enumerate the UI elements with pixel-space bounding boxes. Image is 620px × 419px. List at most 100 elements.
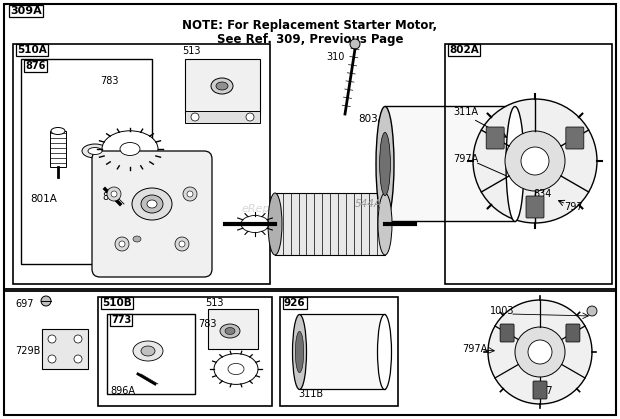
Ellipse shape [120, 142, 140, 155]
Circle shape [179, 241, 185, 247]
Circle shape [183, 187, 197, 201]
Text: 309A: 309A [10, 6, 42, 16]
Text: 834: 834 [533, 189, 551, 199]
FancyBboxPatch shape [486, 127, 504, 149]
Ellipse shape [102, 131, 158, 167]
Ellipse shape [268, 193, 282, 255]
FancyBboxPatch shape [92, 151, 212, 277]
Ellipse shape [214, 354, 258, 384]
Text: 896A: 896A [110, 386, 135, 396]
Bar [185, 59, 260, 114]
Circle shape [505, 131, 565, 191]
Circle shape [41, 296, 51, 306]
Circle shape [115, 237, 129, 251]
Circle shape [528, 340, 552, 364]
Ellipse shape [220, 324, 240, 338]
Text: 697: 697 [15, 299, 33, 309]
Text: 896: 896 [102, 192, 120, 202]
Text: 1003: 1003 [490, 306, 515, 316]
Bar [98, 297, 272, 406]
Text: 797A: 797A [462, 344, 487, 354]
Text: eReplacementParts.com: eReplacementParts.com [242, 204, 378, 214]
Text: 803A: 803A [358, 114, 385, 124]
Text: 783: 783 [100, 76, 118, 86]
Circle shape [48, 355, 56, 363]
Bar [107, 314, 195, 394]
FancyBboxPatch shape [533, 381, 547, 399]
Circle shape [175, 237, 189, 251]
Circle shape [107, 187, 121, 201]
Text: 773: 773 [111, 315, 131, 325]
Circle shape [515, 327, 565, 377]
Circle shape [74, 335, 82, 343]
Text: 729B: 729B [15, 346, 40, 356]
Circle shape [587, 306, 597, 316]
Ellipse shape [133, 236, 141, 242]
Text: 510B: 510B [102, 298, 131, 308]
Text: 513: 513 [182, 46, 200, 56]
Circle shape [48, 335, 56, 343]
FancyBboxPatch shape [500, 324, 514, 342]
Text: 510A: 510A [17, 45, 46, 55]
Text: 801A: 801A [30, 194, 57, 204]
Bar [275, 193, 385, 255]
Circle shape [350, 39, 360, 49]
Ellipse shape [51, 127, 65, 134]
Ellipse shape [506, 106, 524, 222]
Circle shape [246, 113, 254, 121]
Ellipse shape [88, 147, 102, 155]
Text: See Ref. 309, Previous Page: See Ref. 309, Previous Page [217, 34, 403, 47]
Bar [385, 106, 515, 222]
Text: 797: 797 [564, 202, 583, 212]
Ellipse shape [293, 315, 306, 390]
Text: 311A: 311A [453, 107, 478, 117]
Ellipse shape [216, 82, 228, 90]
Bar [13, 44, 270, 284]
Bar [4, 4, 616, 291]
Ellipse shape [378, 315, 391, 390]
Ellipse shape [141, 346, 155, 356]
Text: 876: 876 [25, 61, 45, 71]
FancyBboxPatch shape [526, 196, 544, 218]
Ellipse shape [379, 132, 391, 196]
Ellipse shape [225, 328, 235, 334]
Bar [280, 297, 398, 406]
Bar [4, 289, 616, 415]
Circle shape [119, 241, 125, 247]
Text: 311B: 311B [298, 389, 323, 399]
Text: 802A: 802A [449, 45, 479, 55]
Ellipse shape [228, 363, 244, 375]
Circle shape [488, 300, 592, 404]
Ellipse shape [82, 144, 108, 158]
Text: 926: 926 [284, 298, 306, 308]
Bar [445, 44, 612, 284]
Bar [299, 315, 384, 390]
Text: 783: 783 [198, 319, 216, 329]
Ellipse shape [147, 200, 157, 208]
Circle shape [74, 355, 82, 363]
Ellipse shape [211, 78, 233, 94]
Bar [21, 59, 152, 264]
Ellipse shape [133, 341, 163, 361]
Ellipse shape [378, 193, 392, 255]
FancyBboxPatch shape [566, 324, 580, 342]
Ellipse shape [295, 331, 304, 372]
Text: 544A: 544A [355, 199, 382, 209]
Circle shape [191, 113, 199, 121]
Circle shape [111, 191, 117, 197]
Ellipse shape [141, 195, 163, 213]
Bar [50, 131, 66, 167]
Text: 310: 310 [326, 52, 344, 62]
Circle shape [521, 147, 549, 175]
Text: 797: 797 [534, 386, 552, 396]
Text: 513: 513 [205, 298, 223, 308]
Circle shape [473, 99, 597, 223]
Ellipse shape [132, 188, 172, 220]
FancyBboxPatch shape [566, 127, 584, 149]
Text: 797A: 797A [453, 154, 478, 164]
Text: NOTE: For Replacement Starter Motor,: NOTE: For Replacement Starter Motor, [182, 20, 438, 33]
Ellipse shape [376, 106, 394, 222]
Circle shape [187, 191, 193, 197]
Bar [42, 329, 88, 369]
Bar [208, 309, 258, 349]
